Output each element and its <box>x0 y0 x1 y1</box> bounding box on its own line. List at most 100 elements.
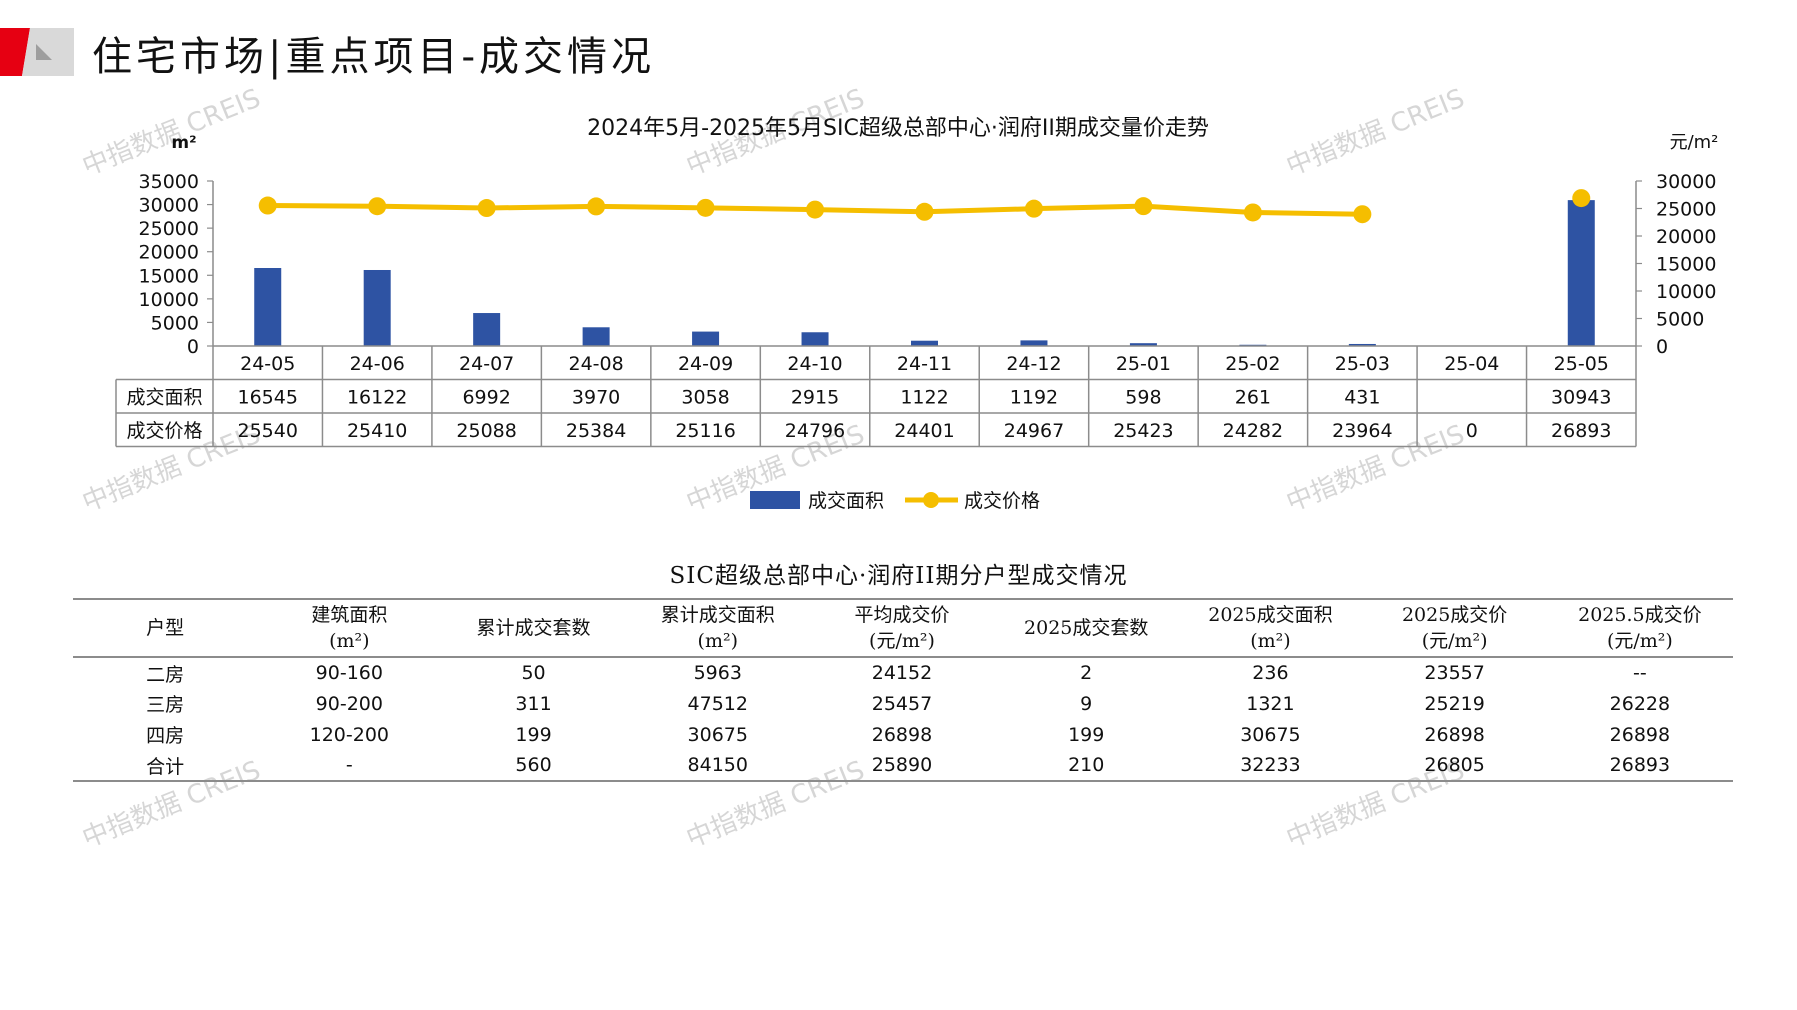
table-cell: 311 <box>515 692 552 715</box>
data-label-price: 25116 <box>675 420 735 442</box>
data-label-area: 30943 <box>1551 387 1611 409</box>
column-header-line: 累计成交套数 <box>476 617 591 639</box>
price-point-24-09 <box>696 198 715 217</box>
table-cell: 84150 <box>687 754 748 776</box>
table-cell: 30675 <box>1240 723 1301 746</box>
price-point-25-03 <box>1353 205 1372 224</box>
column-header: 平均成交价 (元/m²) <box>810 599 994 657</box>
data-label-price: 24401 <box>894 420 954 442</box>
left-tick-label: 15000 <box>139 265 199 287</box>
table-cell: 26805 <box>1424 754 1485 776</box>
data-label-area: 3970 <box>572 387 620 409</box>
column-header-line: (元/m²) <box>1421 630 1488 652</box>
bar-24-08 <box>582 327 610 346</box>
data-label-area: 598 <box>1125 387 1161 409</box>
column-header: 2025成交套数 <box>994 599 1178 657</box>
row-label-cell: 三房 <box>146 694 185 716</box>
bar-25-01 <box>1129 343 1157 346</box>
table-cell: 24152 <box>871 662 933 684</box>
header-mark-red <box>0 28 30 76</box>
data-label-area: 3058 <box>681 387 729 409</box>
column-header-line: 户型 <box>146 617 185 639</box>
table-cell: 90-160 <box>315 662 383 684</box>
data-label-area: 16122 <box>347 387 407 409</box>
right-tick-label: 5000 <box>1656 309 1704 331</box>
price-point-24-12 <box>1024 199 1043 218</box>
right-axis-unit: 元/m² <box>1670 132 1719 153</box>
data-label-price: 24967 <box>1004 420 1064 442</box>
left-tick-label: 25000 <box>139 218 199 240</box>
left-tick-label: 10000 <box>139 289 199 311</box>
data-label-area: 1192 <box>1010 387 1058 409</box>
column-header-line: 2025成交价 <box>1401 604 1508 626</box>
table-cell: 5963 <box>693 662 742 684</box>
chart-title: 2024年5月-2025年5月SIC超级总部中心·润府II期成交量价走势 <box>587 116 1209 141</box>
category-label: 24-10 <box>787 353 842 375</box>
column-header: 2025成交面积 (m²) <box>1178 599 1362 657</box>
legend-label-price: 成交价格 <box>964 490 1040 512</box>
price-point-24-10 <box>806 200 825 219</box>
table-cell: 90-200 <box>315 692 383 715</box>
bar-24-12 <box>1020 340 1048 346</box>
data-label-area: 1122 <box>900 387 948 409</box>
data-row-label-area: 成交面积 <box>126 387 202 409</box>
category-label: 24-05 <box>240 353 295 375</box>
category-label: 24-08 <box>569 353 624 375</box>
data-label-price: 24282 <box>1223 420 1283 442</box>
category-label: 24-06 <box>350 353 405 375</box>
row-label-cell: 二房 <box>146 663 185 686</box>
table-row: 三房 90-200 311 47512 25457 9 1321 25219 26228 <box>73 688 1733 719</box>
table-title: SIC超级总部中心·润府II期分户型成交情况 <box>669 563 1128 589</box>
bar-24-05 <box>254 268 282 346</box>
table-cell: 2 <box>1080 662 1093 684</box>
data-label-price: 25384 <box>566 420 626 442</box>
bar-24-09 <box>692 331 720 346</box>
column-header-line: (m²) <box>697 630 738 652</box>
left-tick-label: 5000 <box>151 312 199 334</box>
column-header: 累计成交面积 (m²) <box>626 599 810 657</box>
category-label: 25-05 <box>1554 353 1609 375</box>
right-tick-label: 0 <box>1656 336 1668 358</box>
price-point-25-02 <box>1243 203 1262 222</box>
column-header-line: 建筑面积 <box>311 604 388 626</box>
column-header-line: (m²) <box>329 630 370 652</box>
legend-swatch-price-dot <box>923 492 939 508</box>
table-row: 四房 120-200 199 30675 26898 199 30675 26898 26898 <box>73 719 1733 750</box>
right-tick-label: 10000 <box>1656 281 1716 303</box>
row-label-cell: 四房 <box>146 725 185 747</box>
right-tick-label: 30000 <box>1656 171 1716 193</box>
bar-25-05 <box>1567 200 1595 346</box>
table-cell: 25457 <box>871 692 933 715</box>
table-body: 二房 90-160 50 5963 24152 2 236 23557 -- 三房 90-200 31… <box>73 657 1733 781</box>
left-tick-label: 30000 <box>139 195 199 217</box>
table-cell: 199 <box>515 723 552 746</box>
page-title: 住宅市场|重点项目-成交情况 <box>92 34 655 80</box>
price-point-24-11 <box>915 202 934 221</box>
table-cell: 23557 <box>1424 662 1485 684</box>
legend-swatch-area <box>750 491 800 509</box>
price-point-24-08 <box>587 197 606 216</box>
table-cell: 26898 <box>1424 723 1485 746</box>
bar-24-11 <box>911 340 938 346</box>
table-cell: 236 <box>1252 662 1289 684</box>
right-tick-label: 25000 <box>1656 199 1716 221</box>
category-label: 24-12 <box>1006 353 1061 375</box>
left-tick-label: 0 <box>187 336 199 358</box>
table-cell: 32233 <box>1240 754 1301 776</box>
table-cell: 1321 <box>1246 692 1295 715</box>
table-cell: 47512 <box>687 692 748 715</box>
table-row: 二房 90-160 50 5963 24152 2 236 23557 -- <box>73 657 1733 688</box>
data-label-price: 25540 <box>238 420 298 442</box>
category-label: 24-09 <box>678 353 733 375</box>
column-header: 户型 <box>73 599 257 657</box>
unit-type-table: 户型 建筑面积 (m²) 累计成交套数 累计成交面积 (m²) 平均成交价 (元/m²) 202… <box>73 598 1733 782</box>
legend-label-area: 成交面积 <box>808 490 884 512</box>
column-header-line: 累计成交面积 <box>660 604 775 626</box>
column-header-line: 平均成交价 <box>854 604 950 626</box>
column-header-line: 2025.5成交价 <box>1578 604 1702 626</box>
table-cell: 25890 <box>871 754 933 776</box>
column-header-line: (元/m²) <box>869 630 935 652</box>
column-header: 建筑面积 (m²) <box>257 599 441 657</box>
table-cell: - <box>345 754 353 776</box>
column-header-line: 2025成交面积 <box>1208 604 1333 626</box>
